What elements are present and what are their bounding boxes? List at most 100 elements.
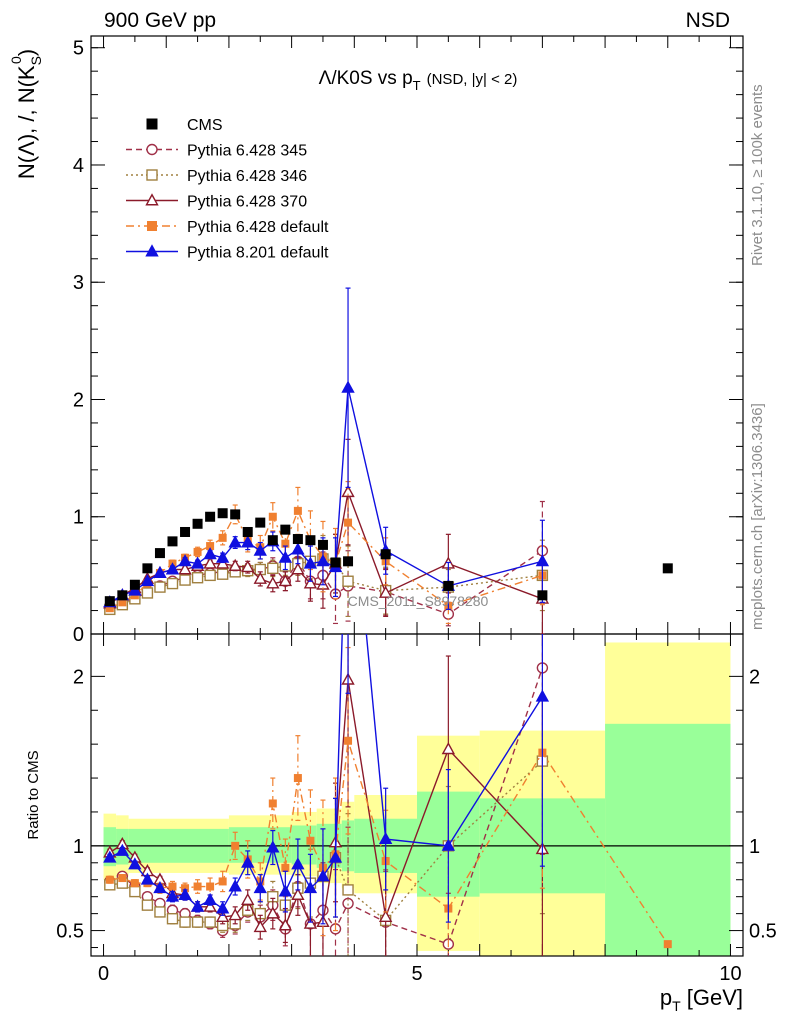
legend-label: Pythia 6.428 345 [187,143,307,160]
ratio-3-point [344,736,353,745]
main-cms-point [230,509,241,520]
main-y-tick-label: 0 [73,624,84,646]
main-5-point [215,550,230,563]
main-5-point [535,554,550,567]
main-cms-point [280,524,291,535]
main-cms-point [443,580,454,591]
legend-marker [145,244,159,257]
main-cms-point [117,590,128,601]
plot-title-sub: T [413,78,421,93]
band-green-10 [605,723,731,956]
ratio-3-point [306,836,315,845]
legend-label: Pythia 6.428 346 [187,168,307,185]
main-cms-point [292,534,303,545]
legend-marker [146,169,158,181]
ratio-2-point [303,916,318,929]
ratio-4-point [140,872,155,885]
x-tick-label: 10 [719,963,741,985]
ratio-4-point [303,881,318,894]
ratio-1-point [154,906,166,918]
legend: CMS Pythia 6.428 345 Pythia 6.428 346 Pythi… [126,117,329,262]
ratio-4-point [316,869,330,882]
ratio-4-point [165,889,180,902]
ratio-1-point [141,899,154,911]
x-axis-label-sub: T [672,998,681,1014]
main-cms-point [154,548,165,559]
legend-label: Pythia 6.428 default [187,219,329,236]
ratio-2-point [278,918,293,931]
ratio-3-point [118,874,127,883]
main-4-point [218,533,227,542]
main-4-point [268,512,277,521]
x-axis-label-rest: [GeV] [681,985,743,1010]
legend-marker [145,193,159,206]
ratio-3-point [268,799,277,808]
main-5-point [228,535,242,548]
main-3-point [253,571,267,584]
main-4-point [293,506,302,515]
x-axis-label-main: p [660,985,672,1010]
main-4-point [105,604,114,613]
main-2-point [179,574,191,586]
ratio-series [103,634,672,956]
main-2-point [154,581,166,593]
ratio-3-point [130,879,139,888]
ratio-3-point [168,882,177,891]
main-cms-point [343,556,354,567]
main-3-point [241,559,255,573]
ratio-y-tick-label-right: 0.5 [749,921,777,943]
legend-label: Pythia 6.428 370 [187,194,307,211]
main-y-tick-label: 3 [73,272,84,294]
ratio-y-tick-label: 2 [73,666,84,688]
main-series [103,287,673,634]
ratio-4-point [115,843,130,856]
ratio-4-point [203,892,217,906]
main-2-point [267,562,279,575]
ratio-4-series-group [103,634,550,925]
main-5-point [178,554,192,567]
ratio-0-point [342,897,354,910]
ratio-4-point [103,850,117,863]
ratio-3-point [193,882,202,891]
ratio-y-tick-label: 0.5 [56,921,84,943]
main-cms-point [142,563,153,574]
main-3-point [178,562,192,575]
main-2-point [216,568,229,580]
main-cms-point [317,539,328,550]
ratio-1-point [166,913,179,925]
main-5-point [153,565,167,578]
ratio-4-point [215,901,230,914]
legend-marker [147,221,157,231]
main-cms-series-group [104,508,673,607]
header-right: NSD [686,9,730,32]
main-2-point [141,587,154,599]
rivet-side-label: Rivet 3.1.10, ≥ 100k events [749,84,766,266]
main-3-point [291,562,305,575]
x-tick-label: 5 [411,963,422,985]
ratio-1-point [191,916,204,928]
ratio-3-point [293,774,302,783]
ratio-2-point [253,919,267,933]
main-cms-point [305,535,316,546]
main-3-point [203,556,217,569]
main-cms-point [380,549,391,560]
plot-title: Λ/K0S vs pT (NSD, |y| < 2) [319,68,518,93]
x-tick-label: 0 [98,963,109,985]
main-cms-point [205,511,216,522]
ratio-4-point [128,857,142,870]
main-4-point [281,539,290,548]
ratio-3-point [218,877,227,886]
main-y-axis-label-a: N(Λ), /, N(K [14,65,39,179]
ratio-y-tick-label: 1 [73,836,84,858]
legend-marker [146,143,158,156]
main-cms-point [537,590,548,601]
main-y-tick-label: 5 [73,38,84,60]
main-4-point [206,542,215,551]
legend-label: CMS [187,117,223,134]
ratio-y-tick-label-right: 2 [749,666,760,688]
main-cms-point [104,596,115,607]
x-axis-label: pT [GeV] [660,985,743,1014]
main-5-point [303,556,318,569]
header-left: 900 GeV pp [104,9,216,32]
